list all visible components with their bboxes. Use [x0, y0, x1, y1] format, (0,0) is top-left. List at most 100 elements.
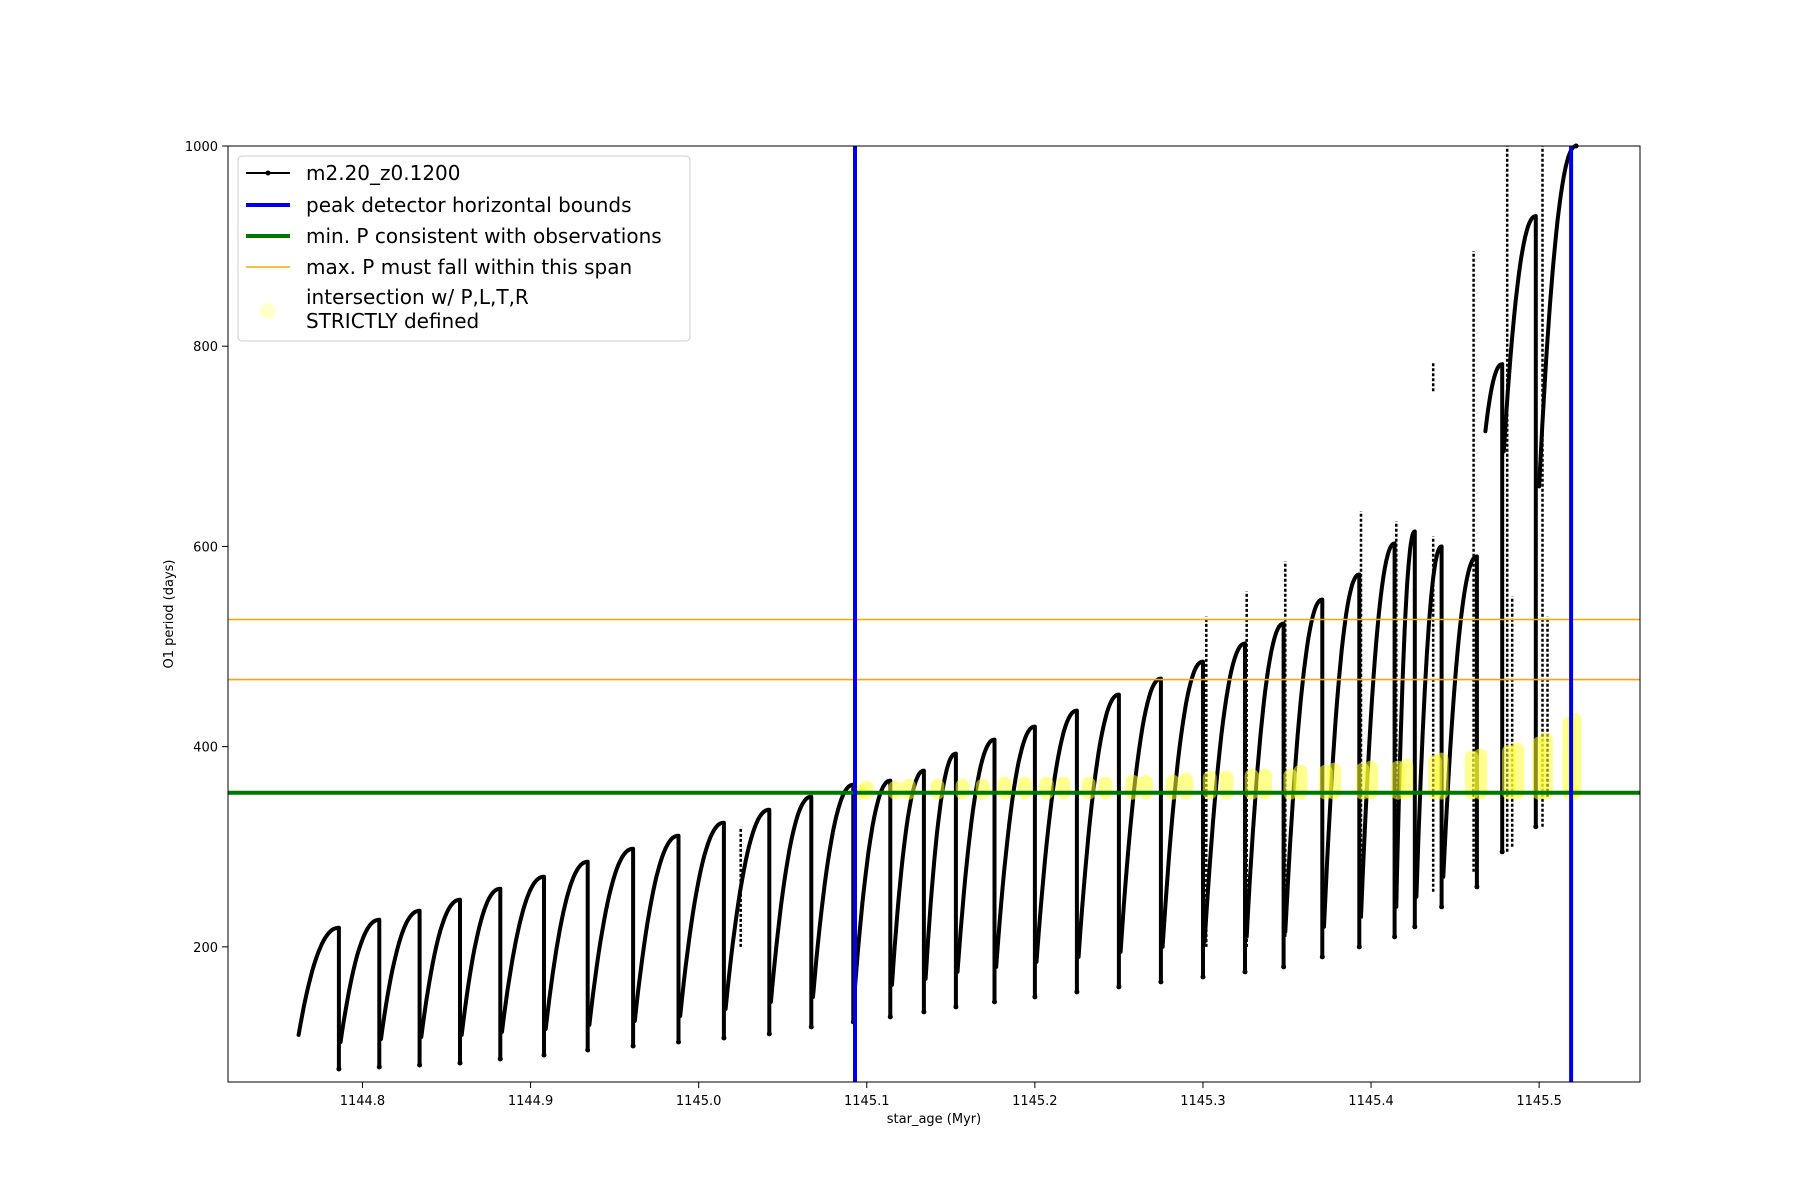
intersection-marker: [1138, 774, 1153, 800]
series-dip-marker: [1533, 824, 1539, 830]
series-pulse: [338, 917, 382, 1069]
intersection-marker: [1399, 758, 1414, 800]
intersection-marker: [997, 776, 1012, 800]
plot-frame: [227, 145, 1641, 1083]
series-pulse: [1034, 708, 1079, 994]
intersection-marker: [1081, 776, 1096, 800]
series-dip-marker: [376, 1064, 382, 1070]
legend-label-series: m2.20_z0.1200: [306, 161, 461, 185]
x-axis-ticks: 1144.8 1144.9 1145.0 1145.1 1145.2 1145.3 1145…: [340, 1082, 1562, 1109]
intersection-marker: [1056, 776, 1071, 800]
series-pulse: [543, 859, 590, 1052]
series-dip-marker: [585, 1047, 591, 1053]
intersection-marker: [1510, 742, 1525, 800]
series-pulse: [632, 833, 681, 1044]
y-axis-ticks: 200 400 600 800 1000: [185, 140, 228, 956]
intersection-marker: [1473, 748, 1488, 800]
intersection-marker: [1165, 774, 1180, 800]
series-pulse: [296, 925, 341, 1071]
intersection-marker: [901, 778, 916, 800]
x-tick-label: 1145.2: [1012, 1094, 1058, 1109]
series-dip-marker: [808, 1024, 814, 1030]
reference-lines-group: [228, 146, 1640, 1082]
legend-swatch-series-marker: [265, 170, 271, 176]
legend-label-intersection: intersection w/ P,L,T,R: [306, 285, 529, 309]
series-dip-marker: [1242, 969, 1248, 975]
intersection-marker: [1179, 772, 1194, 800]
series-pulse: [379, 908, 422, 1067]
intersection-marker: [888, 780, 903, 800]
legend-swatch-intersection: [260, 303, 276, 319]
intersection-marker: [930, 778, 945, 800]
intersection-marker: [1364, 760, 1378, 800]
x-tick-label: 1144.9: [508, 1094, 554, 1109]
x-tick-label: 1145.5: [1516, 1094, 1562, 1109]
series-pulse: [1501, 214, 1538, 829]
series-dip-marker: [1281, 964, 1287, 970]
series-dip-marker: [1116, 984, 1122, 990]
intersection-marker: [859, 780, 874, 800]
x-tick-label: 1145.3: [1180, 1094, 1226, 1109]
series-dip-marker: [457, 1060, 463, 1066]
series-dip-marker: [336, 1066, 342, 1072]
y-tick-label: 400: [193, 741, 218, 756]
series-dip-marker: [953, 1004, 959, 1010]
series-pulse: [768, 794, 814, 1029]
intersection-marker: [1017, 776, 1032, 800]
y-tick-label: 800: [193, 340, 218, 355]
series-pulse: [1244, 621, 1286, 969]
legend-label-min-p: min. P consistent with observations: [306, 224, 662, 248]
y-tick-label: 1000: [185, 140, 218, 155]
x-axis-label: star_age (Myr): [887, 1112, 981, 1127]
series-dip-marker: [766, 1031, 772, 1037]
series-pulse: [1483, 362, 1505, 854]
series-dip-marker: [1356, 944, 1362, 950]
series-dip-marker: [1158, 979, 1164, 985]
series-pulse: [1118, 676, 1163, 984]
series-dip-marker: [676, 1039, 681, 1045]
intersection-marker: [1039, 776, 1054, 800]
x-tick-label: 1144.8: [340, 1094, 386, 1109]
intersection-marker: [1327, 762, 1342, 800]
series-pulse: [419, 897, 462, 1065]
series-pulse: [994, 724, 1037, 999]
series-pulse: [587, 846, 636, 1048]
intersection-marker: [1219, 770, 1234, 800]
series-pulse: [1076, 692, 1121, 989]
intersection-marker: [1202, 770, 1217, 800]
series-pulse: [1414, 544, 1444, 909]
series-dip-marker: [1032, 994, 1038, 1000]
intersection-marker: [1125, 774, 1140, 800]
legend-label-peak-bounds: peak detector horizontal bounds: [306, 193, 632, 217]
series-dip-marker: [1392, 934, 1398, 940]
intersection-marker: [1098, 776, 1113, 800]
y-tick-label: 600: [193, 540, 218, 555]
series-dip-marker: [887, 1014, 893, 1020]
series-pulse: [1160, 659, 1205, 979]
series-dip-marker: [1319, 954, 1325, 960]
series-group: [296, 143, 1579, 1072]
series-dip-marker: [721, 1035, 727, 1041]
series-dip-marker: [1412, 924, 1418, 930]
intersection-marker: [1434, 752, 1449, 800]
series-pulse: [459, 886, 503, 1061]
intersection-marker: [1244, 768, 1259, 800]
y-axis-label: O1 period (days): [162, 559, 177, 668]
series-dip-marker: [630, 1043, 636, 1049]
legend: m2.20_z0.1200 peak detector horizontal b…: [237, 155, 691, 342]
series-pulse: [890, 768, 926, 1014]
intersection-marker: [1258, 768, 1273, 800]
series-dip-marker: [992, 999, 997, 1005]
series-pulse: [1283, 597, 1325, 959]
y-tick-label: 200: [193, 941, 218, 956]
series-dip-marker: [921, 1009, 927, 1015]
series-dip-marker: [417, 1062, 423, 1068]
series-pulse: [1322, 572, 1362, 949]
series-pulse: [853, 778, 893, 1019]
intersection-marker: [1538, 732, 1553, 800]
x-tick-label: 1145.0: [676, 1094, 722, 1109]
series-dip-marker: [1474, 884, 1480, 890]
series-dip-marker: [1499, 849, 1505, 855]
series-pulse: [1202, 641, 1247, 974]
